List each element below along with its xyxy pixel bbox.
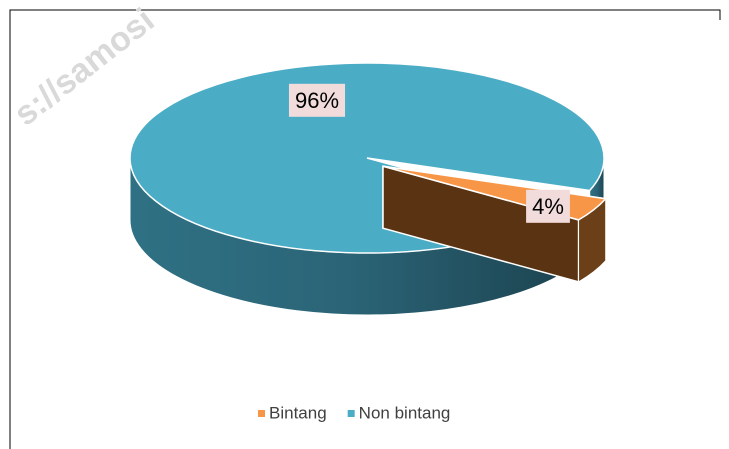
legend-swatch <box>258 410 265 417</box>
legend-label: Non bintang <box>359 403 451 422</box>
watermark: s://samosi <box>7 1 161 133</box>
data-label: 4% <box>532 194 564 219</box>
legend-swatch <box>347 410 355 417</box>
data-label-box <box>526 189 570 223</box>
frame <box>9 9 721 449</box>
legend-label: Bintang <box>269 403 327 422</box>
data-label: 96% <box>295 88 339 113</box>
data-label-box <box>288 83 346 117</box>
